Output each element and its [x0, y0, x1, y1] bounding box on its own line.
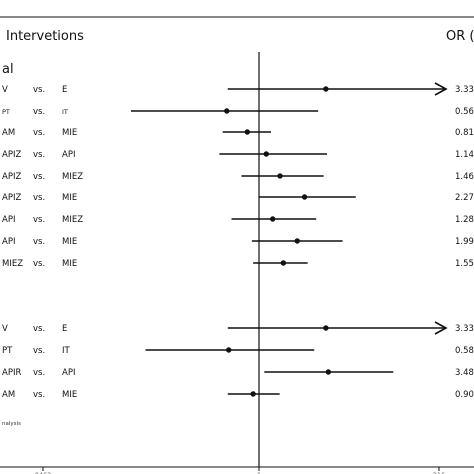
comparison-left-label: API [2, 237, 15, 247]
comparison-right-label: IT [62, 108, 68, 116]
point-estimate [323, 325, 329, 331]
x-tick-label: 216 [433, 471, 445, 474]
comparison-right-label: IT [62, 346, 71, 356]
forest-row: API vs. MIEZ 1.28 [2, 215, 474, 225]
comparison-left-label: PT [2, 108, 10, 116]
odds-ratio-value: 1.46 [455, 172, 474, 182]
comparison-left-label: PT [2, 346, 13, 356]
forest-row: PT vs. IT 0.58 [2, 346, 474, 356]
vs-label: vs. [33, 346, 45, 356]
odds-ratio-value: 3.48 [455, 368, 474, 378]
vs-label: vs. [33, 237, 45, 247]
header-left-title: Intervetions [6, 29, 84, 44]
comparison-left-label: APIZ [2, 150, 21, 160]
ci-arrow [434, 82, 448, 96]
x-tick-label: 0462 [35, 471, 52, 474]
odds-ratio-value: 3.33 [455, 324, 474, 334]
vs-label: vs. [33, 215, 45, 225]
footnote: nalysis [2, 421, 21, 427]
comparison-right-label: MIE [62, 128, 77, 138]
x-ticks: 0462 1 216 [35, 467, 445, 474]
point-estimate [263, 151, 269, 157]
vs-label: vs. [33, 128, 45, 138]
vs-label: vs. [33, 368, 45, 378]
point-estimate [280, 260, 287, 266]
odds-ratio-value: 1.28 [455, 215, 474, 225]
point-estimate [294, 238, 300, 244]
point-estimate [270, 216, 276, 222]
odds-ratio-value: 1.99 [455, 237, 474, 247]
comparison-left-label: APIR [2, 368, 21, 378]
vs-label: vs. [33, 150, 45, 160]
vs-label: vs. [33, 85, 45, 95]
forest-row: APIZ vs. API 1.14 [2, 150, 474, 160]
forest-row: AM vs. MIE 0.81 [2, 128, 474, 138]
forest-row: APIR vs. API 3.48 [2, 368, 474, 378]
forest-row: APIZ vs. MIEZ 1.46 [2, 172, 474, 182]
odds-ratio-value: 0.56 [455, 107, 474, 117]
forest-row: PT vs. IT 0.56 [2, 107, 474, 117]
vs-label: vs. [33, 107, 45, 117]
odds-ratio-value: 0.90 [455, 390, 474, 400]
odds-ratio-value: 0.58 [455, 346, 474, 356]
comparison-right-label: MIEZ [62, 215, 83, 225]
ci-arrow [434, 321, 448, 335]
comparison-right-label: MIE [62, 390, 77, 400]
forest-row: AM vs. MIE 0.90 [2, 390, 474, 400]
point-estimate [226, 347, 232, 353]
forest-row: APIZ vs. MIE 2.27 [2, 193, 474, 203]
point-estimate [224, 108, 230, 114]
point-estimate [244, 129, 250, 135]
point-estimate [250, 391, 256, 397]
group-label: al [2, 62, 14, 77]
header-right-title: OR (9 [446, 29, 474, 44]
comparison-right-label: MIE [62, 259, 77, 269]
odds-ratio-value: 1.14 [455, 150, 474, 160]
forest-row: MIEZ vs. MIE 1.55 [2, 259, 474, 269]
odds-ratio-value: 1.55 [455, 259, 474, 269]
odds-ratio-value: 0.81 [455, 128, 474, 138]
comparison-right-label: MIEZ [62, 172, 83, 182]
vs-label: vs. [33, 172, 45, 182]
comparison-left-label: APIZ [2, 172, 21, 182]
point-estimate [301, 194, 308, 200]
comparison-right-label: API [62, 368, 75, 378]
comparison-right-label: MIE [62, 193, 77, 203]
comparison-left-label: APIZ [2, 193, 21, 203]
vs-label: vs. [33, 193, 45, 203]
comparison-left-label: API [2, 215, 15, 225]
point-estimate [323, 86, 329, 92]
comparison-left-label: MIEZ [2, 259, 23, 269]
vs-label: vs. [33, 324, 45, 334]
comparison-left-label: V [2, 85, 8, 95]
vs-label: vs. [33, 390, 45, 400]
vs-label: vs. [33, 259, 45, 269]
comparison-left-label: AM [2, 390, 15, 400]
point-estimate [277, 173, 283, 179]
x-tick-label: 1 [257, 471, 261, 474]
comparison-left-label: AM [2, 128, 15, 138]
point-estimate [325, 369, 332, 375]
comparison-right-label: E [62, 85, 67, 95]
forest-row: API vs. MIE 1.99 [2, 237, 474, 247]
odds-ratio-value: 3.33 [455, 85, 474, 95]
comparison-right-label: E [62, 324, 67, 334]
comparison-left-label: V [2, 324, 8, 334]
comparison-right-label: MIE [62, 237, 77, 247]
comparison-right-label: API [62, 150, 75, 160]
odds-ratio-value: 2.27 [455, 193, 474, 203]
